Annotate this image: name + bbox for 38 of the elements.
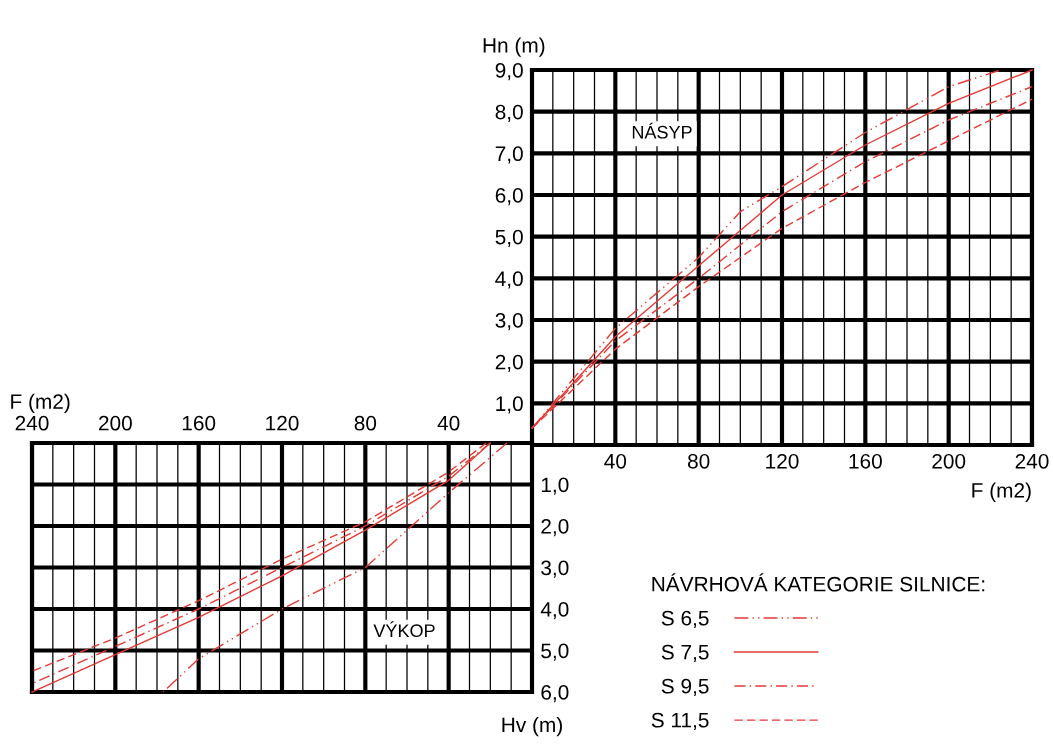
y-tick-label: 2,0 xyxy=(541,519,569,537)
x-tick-label: 240 xyxy=(1015,453,1049,469)
legend-label: S 6,5 xyxy=(661,610,709,629)
x-tick-label: 160 xyxy=(849,453,882,469)
y-tick-label: 6,0 xyxy=(495,188,523,206)
legend-label: S 7,5 xyxy=(661,644,709,663)
y-tick-label: 6,0 xyxy=(541,685,569,703)
x-tick-label: 240 xyxy=(15,415,49,431)
y-tick-label: 4,0 xyxy=(540,602,569,620)
y-tick-label: 8,0 xyxy=(495,104,523,122)
x-tick-label: 120 xyxy=(266,415,299,431)
y-tick-label: 9,0 xyxy=(495,63,523,81)
annotation: VÝKOP xyxy=(373,621,435,638)
legend-label: S 9,5 xyxy=(661,678,709,697)
x-axis-title: F (m2) xyxy=(972,482,1031,502)
y-tick-label: 5,0 xyxy=(541,643,569,661)
x-axis-title: F (m2) xyxy=(11,393,70,414)
y-tick-label: 1,0 xyxy=(496,396,523,414)
y-axis-title: Hv (m) xyxy=(502,716,562,737)
y-tick-label: 2,0 xyxy=(495,354,523,372)
legend-title: NÁVRHOVÁ KATEGORIE SILNICE: xyxy=(652,573,985,592)
y-tick-label: 7,0 xyxy=(495,146,523,164)
x-tick-label: 160 xyxy=(182,415,216,431)
x-tick-label: 40 xyxy=(437,415,460,431)
x-tick-label: 80 xyxy=(687,453,710,469)
x-tick-label: 200 xyxy=(932,453,966,469)
y-axis-title: Hn (m) xyxy=(483,37,545,57)
x-tick-label: 80 xyxy=(354,415,377,431)
x-tick-label: 120 xyxy=(766,453,799,469)
x-tick-label: 40 xyxy=(604,453,627,469)
y-tick-label: 1,0 xyxy=(541,477,569,495)
legend-label: S 11,5 xyxy=(651,712,709,731)
y-tick-label: 5,0 xyxy=(495,229,523,247)
y-tick-label: 4,0 xyxy=(495,271,523,289)
x-tick-label: 200 xyxy=(99,415,132,431)
y-tick-label: 3,0 xyxy=(541,560,569,578)
annotation: NÁSYP xyxy=(632,122,692,139)
y-tick-label: 3,0 xyxy=(495,313,523,331)
